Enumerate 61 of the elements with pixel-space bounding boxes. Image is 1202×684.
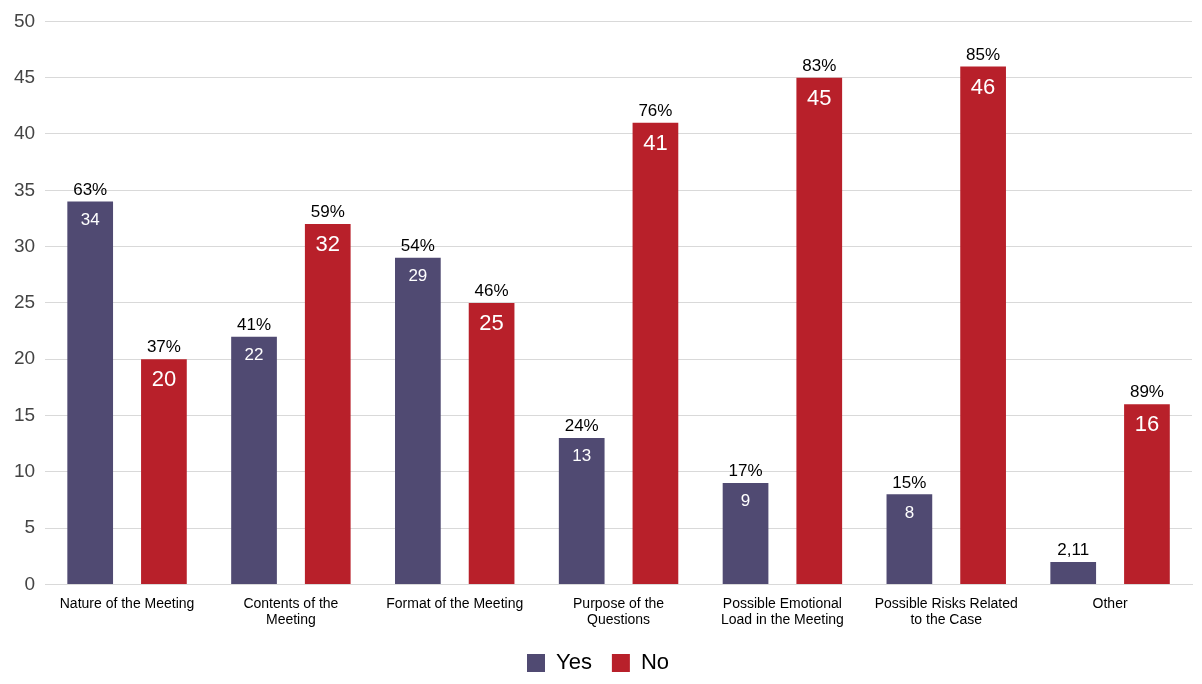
bar: [886, 494, 933, 584]
data-label: 32: [315, 231, 340, 257]
annotation: 76%: [638, 100, 673, 120]
annotation: 24%: [564, 416, 599, 436]
legend-label: No: [640, 649, 670, 675]
data-label: 8: [904, 502, 915, 522]
data-label: 34: [80, 209, 100, 229]
bar: [722, 483, 769, 584]
annotation: 37%: [146, 337, 181, 357]
annotation: 46%: [474, 281, 509, 301]
annotation: 41%: [237, 314, 272, 334]
data-label: 13: [572, 446, 592, 466]
x-tick-label: Possible Emotional Load in the Meeting: [720, 594, 844, 628]
annotation: 2,11: [1057, 540, 1090, 560]
data-label: 25: [479, 309, 504, 335]
bar: [1124, 404, 1170, 584]
annotation: 54%: [400, 236, 435, 256]
y-tick-label: 5: [24, 516, 36, 538]
y-tick-label: 45: [13, 65, 36, 87]
legend-label: Yes: [555, 649, 592, 675]
annotation: 17%: [728, 461, 763, 481]
bar: [67, 201, 114, 584]
bar: [468, 302, 515, 584]
annotation: 63%: [73, 179, 108, 199]
x-tick-label: Nature of the Meeting: [59, 594, 195, 611]
bar: [960, 66, 1006, 584]
bar: [304, 224, 351, 584]
data-label: 41: [643, 129, 668, 155]
annotation: 89%: [1129, 382, 1164, 402]
x-tick-label: Format of the Meeting: [386, 594, 524, 611]
bar: [558, 438, 605, 584]
annotation: 85%: [966, 44, 1001, 64]
x-tick-label: Purpose of the Questions: [573, 594, 665, 628]
data-label: 20: [151, 366, 177, 392]
y-tick-label: 40: [13, 122, 36, 144]
annotation: 83%: [802, 55, 837, 75]
y-tick-label: 35: [13, 178, 36, 200]
y-tick-label: 20: [13, 347, 36, 369]
x-tick-label: Contents of the Meeting: [243, 594, 339, 628]
data-label: 22: [244, 344, 264, 364]
data-label: 9: [740, 491, 751, 511]
data-label: 29: [408, 266, 428, 286]
y-tick-label: 0: [24, 572, 36, 594]
x-tick-label: Other: [1092, 594, 1128, 611]
bar: [141, 359, 187, 584]
bar: [1050, 561, 1097, 584]
y-tick-label: 25: [13, 291, 36, 313]
y-tick-label: 30: [13, 234, 36, 256]
y-tick-label: 15: [13, 403, 36, 425]
annotation: 15%: [892, 472, 927, 492]
bar: [632, 122, 679, 584]
data-label: 45: [807, 84, 832, 110]
data-label: 46: [970, 73, 996, 99]
bar: [796, 77, 843, 584]
bar: [395, 257, 441, 584]
y-tick-label: 10: [13, 460, 36, 482]
data-label: 16: [1134, 411, 1160, 437]
y-tick-label: 50: [13, 9, 36, 31]
annotation: 59%: [310, 202, 345, 222]
bar: [231, 336, 277, 584]
x-tick-label: Possible Risks Related to the Case: [874, 594, 1018, 628]
